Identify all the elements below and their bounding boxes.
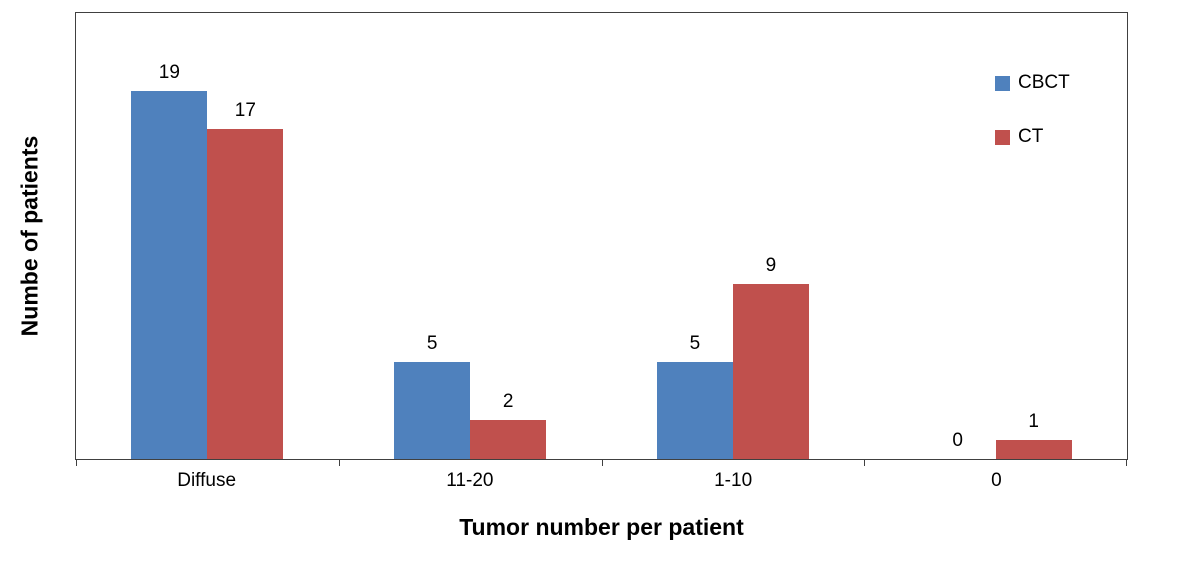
category-label: 11-20 xyxy=(446,470,494,491)
bar-slot: 19 xyxy=(131,13,208,459)
bar-ct-11-20 xyxy=(470,420,547,459)
x-axis-tick xyxy=(601,459,603,466)
plot-area: 19 17 5 2 5 9 0 1 xyxy=(75,12,1128,466)
x-axis-title: Tumor number per patient xyxy=(459,514,744,540)
bar-ct-diffuse xyxy=(207,129,284,459)
bar-value-label: 2 xyxy=(502,391,514,413)
x-axis-tick xyxy=(338,459,340,466)
bar-value-label: 5 xyxy=(689,333,701,355)
bar-value-label: 17 xyxy=(234,100,256,122)
bar-value-label: 5 xyxy=(426,333,438,355)
bar-ct-0 xyxy=(995,439,1072,459)
category-label: Diffuse xyxy=(177,470,237,491)
bar-cbct-1-10 xyxy=(656,362,733,459)
legend-label: CT xyxy=(1018,126,1044,147)
bar-value-label: 1 xyxy=(1028,410,1039,432)
category-axis: Diffuse 11-20 1-10 0 xyxy=(75,470,1128,492)
x-axis-tick xyxy=(1126,459,1127,466)
y-axis-title: Numbe of patients xyxy=(16,135,43,337)
bar-value-label: 9 xyxy=(765,255,777,277)
bar-slot: 5 xyxy=(394,13,471,459)
bar-cbct-diffuse xyxy=(131,90,208,459)
legend-swatch xyxy=(995,75,1010,91)
bar-ct-1-10 xyxy=(732,284,809,459)
category-label: 1-10 xyxy=(714,470,753,491)
bar-value-label: 19 xyxy=(158,61,180,83)
legend: CBCT CT xyxy=(995,72,1070,148)
bar-group-diffuse: 19 17 xyxy=(76,13,339,459)
legend-label: CBCT xyxy=(1018,72,1070,93)
legend-swatch xyxy=(995,129,1010,145)
x-axis-tick xyxy=(864,459,866,466)
legend-entry-ct: CT xyxy=(995,126,1070,148)
bar-cbct-11-20 xyxy=(394,362,471,459)
bar-slot: 2 xyxy=(470,13,547,459)
legend-entry-cbct: CBCT xyxy=(995,72,1070,94)
bar-slot: 9 xyxy=(732,13,809,459)
x-axis-tick xyxy=(76,459,77,466)
bar-slot: 17 xyxy=(207,13,284,459)
category-label: 0 xyxy=(991,470,1002,491)
bar-slot: 1 xyxy=(995,13,1072,459)
bar-value-label: 0 xyxy=(952,430,963,451)
bar-slot: 0 xyxy=(920,13,996,459)
bar-slot: 5 xyxy=(656,13,733,459)
